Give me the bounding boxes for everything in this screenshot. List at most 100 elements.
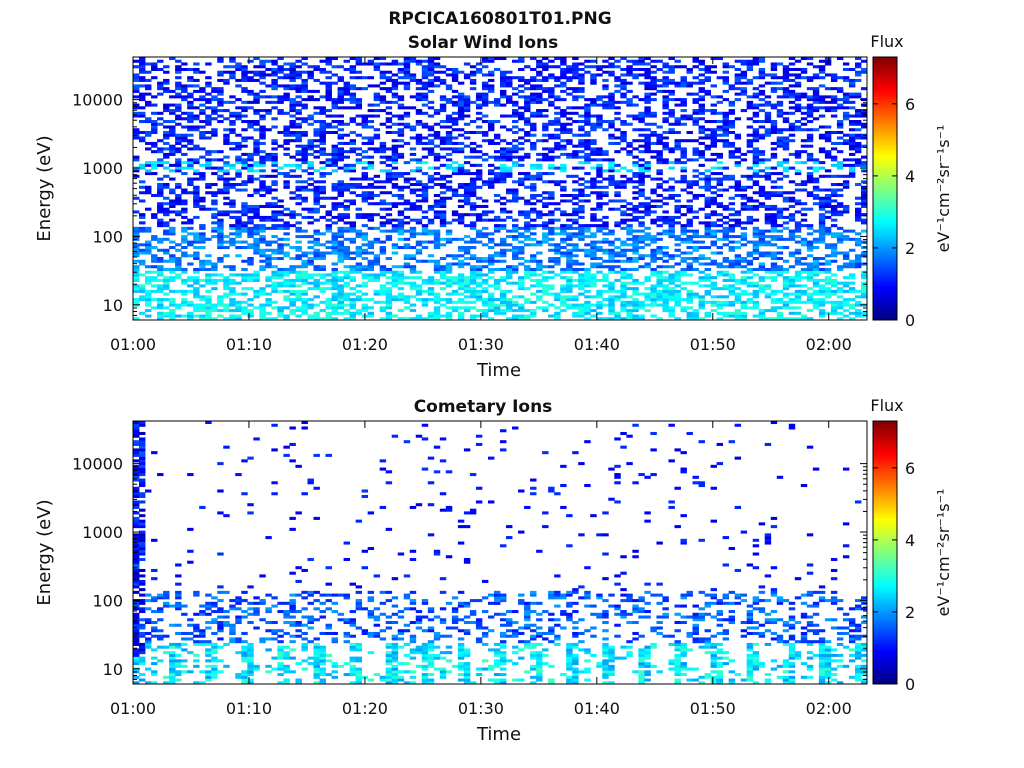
heatmap-cell [169,218,176,222]
heatmap-cell [211,303,218,307]
heatmap-cell [433,199,441,203]
heatmap-cell [361,309,369,313]
heatmap-cell [253,122,260,126]
heatmap-cell [668,67,675,71]
heatmap-cell [487,254,495,258]
heatmap-cell [403,256,411,261]
heatmap-cell [512,295,519,299]
heatmap-cell [253,306,260,310]
heatmap-cell [596,207,603,211]
heatmap-cell [463,169,471,173]
heatmap-cell [608,303,615,307]
heatmap-cell [662,251,669,255]
heatmap-cell [451,276,459,280]
heatmap-cell [668,281,675,285]
heatmap-cell [259,95,266,99]
heatmap-cell [506,270,513,274]
heatmap-cell [632,314,639,318]
heatmap-cell [367,136,375,140]
heatmap-cell [331,158,338,162]
heatmap-cell [518,246,525,250]
heatmap-cell [704,204,711,208]
heatmap-cell [644,174,651,178]
heatmap-cell [397,106,405,110]
heatmap-cell [247,311,254,315]
heatmap-cell [475,70,483,74]
heatmap-cell [608,141,615,145]
heatmap-cell [451,191,459,195]
heatmap-cell [752,161,760,165]
heatmap-cell [247,256,254,261]
heatmap-cell [698,117,705,121]
heatmap-cell [169,256,176,261]
heatmap-cell [361,141,369,145]
heatmap-cell [229,183,236,187]
heatmap-cell [217,210,224,214]
heatmap-cell [475,144,483,148]
heatmap-cell [584,254,591,258]
heatmap-cell [487,78,495,82]
heatmap-cell [223,163,230,167]
heatmap-cell [469,172,477,176]
heatmap-cell [542,128,549,132]
heatmap-cell [397,76,405,80]
heatmap-cell [283,281,290,285]
heatmap-cell [373,202,381,206]
heatmap-cell [728,177,736,181]
heatmap-cell [229,141,236,145]
heatmap-cell [373,226,381,230]
heatmap-cell [668,130,675,135]
heatmap-cell [746,204,754,208]
heatmap-cell [686,251,693,255]
heatmap-cell [175,147,182,151]
heatmap-cell [578,78,585,82]
heatmap-cell [698,235,705,239]
heatmap-cell [301,306,308,310]
heatmap-cell [169,133,176,137]
heatmap-cell [157,259,164,263]
heatmap-cell [620,317,627,321]
heatmap-cell [542,78,549,82]
heatmap-cell [241,152,248,156]
heatmap-cell [421,67,429,71]
heatmap-cell [421,147,429,151]
heatmap-cell [590,278,597,282]
heatmap-cell [770,81,778,85]
heatmap-cell [319,70,326,74]
heatmap-cell [674,65,681,69]
heatmap-cell [343,133,350,137]
heatmap-cell [481,256,489,261]
heatmap-cell [457,193,465,198]
heatmap-cell [307,152,314,156]
heatmap-cell [433,229,441,233]
heatmap-cell [277,166,284,170]
heatmap-cell [716,213,724,217]
heatmap-cell [500,218,507,222]
heatmap-cell [139,215,146,219]
heatmap-cell [463,109,471,113]
heatmap-cell [283,207,290,211]
heatmap-cell [698,298,705,302]
heatmap-cell [151,289,158,293]
heatmap-cell [752,251,760,255]
heatmap-cell [295,76,302,80]
heatmap-cell [728,289,736,293]
heatmap-cell [770,213,778,217]
heatmap-cell [608,284,615,288]
heatmap-cell [139,84,146,88]
heatmap-cell [187,128,194,132]
heatmap-cell [584,284,591,288]
heatmap-cell [337,298,344,302]
heatmap-cell [752,172,760,176]
heatmap-cell [421,183,429,187]
heatmap-cell [524,199,531,203]
heatmap-cell [211,215,218,219]
heatmap-cell [554,117,561,121]
heatmap-cell [560,267,567,271]
heatmap-cell [680,267,687,271]
heatmap-cell [614,183,621,187]
heatmap-cell [638,256,645,261]
heatmap-cell [367,141,375,145]
heatmap-cell [301,265,308,269]
heatmap-cell [385,221,393,225]
